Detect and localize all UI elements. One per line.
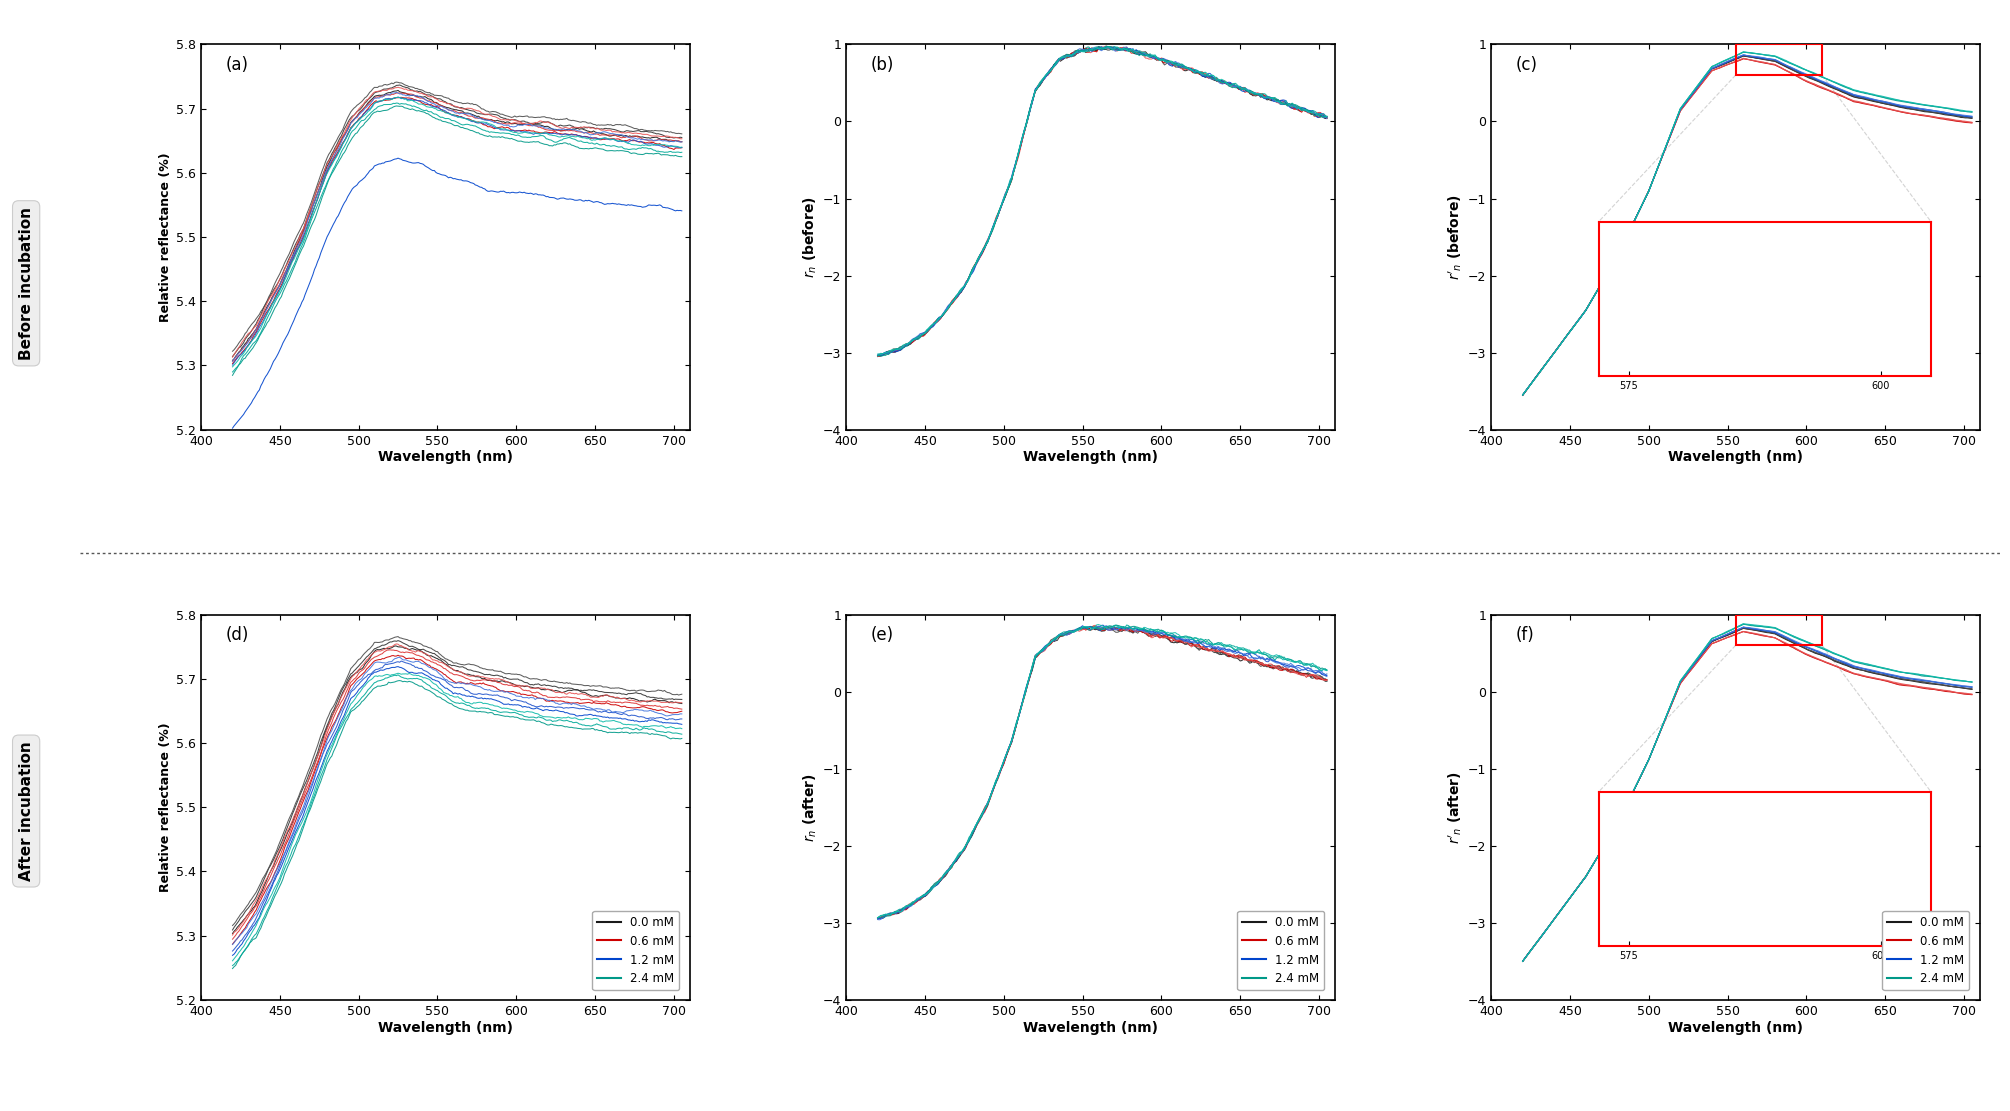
Y-axis label: Relative reflectance (%): Relative reflectance (%) — [159, 722, 173, 892]
Text: (f): (f) — [1516, 627, 1534, 644]
Text: (e): (e) — [870, 627, 894, 644]
X-axis label: Wavelength (nm): Wavelength (nm) — [1023, 450, 1158, 464]
Text: (d): (d) — [225, 627, 249, 644]
X-axis label: Wavelength (nm): Wavelength (nm) — [378, 450, 513, 464]
Y-axis label: $r_n$ (after): $r_n$ (after) — [802, 773, 818, 842]
Y-axis label: $r'_n$ (before): $r'_n$ (before) — [1445, 194, 1463, 280]
X-axis label: Wavelength (nm): Wavelength (nm) — [1023, 1021, 1158, 1034]
Bar — [1735, 614, 1823, 645]
Legend: 0.0 mM, 0.6 mM, 1.2 mM, 2.4 mM: 0.0 mM, 0.6 mM, 1.2 mM, 2.4 mM — [1883, 911, 1970, 990]
X-axis label: Wavelength (nm): Wavelength (nm) — [378, 1021, 513, 1034]
Legend: 0.0 mM, 0.6 mM, 1.2 mM, 2.4 mM: 0.0 mM, 0.6 mM, 1.2 mM, 2.4 mM — [1238, 911, 1325, 990]
Y-axis label: $r'_n$ (after): $r'_n$ (after) — [1445, 771, 1463, 843]
Text: After incubation: After incubation — [18, 741, 34, 881]
Text: (a): (a) — [225, 56, 249, 74]
Text: Before incubation: Before incubation — [18, 207, 34, 360]
X-axis label: Wavelength (nm): Wavelength (nm) — [1668, 1021, 1803, 1034]
Bar — [1735, 44, 1823, 76]
Legend: 0.0 mM, 0.6 mM, 1.2 mM, 2.4 mM: 0.0 mM, 0.6 mM, 1.2 mM, 2.4 mM — [593, 911, 679, 990]
X-axis label: Wavelength (nm): Wavelength (nm) — [1668, 450, 1803, 464]
Text: (b): (b) — [870, 56, 894, 74]
Text: (c): (c) — [1516, 56, 1538, 74]
Y-axis label: Relative reflectance (%): Relative reflectance (%) — [159, 152, 173, 322]
Y-axis label: $r_n$ (before): $r_n$ (before) — [802, 197, 818, 278]
